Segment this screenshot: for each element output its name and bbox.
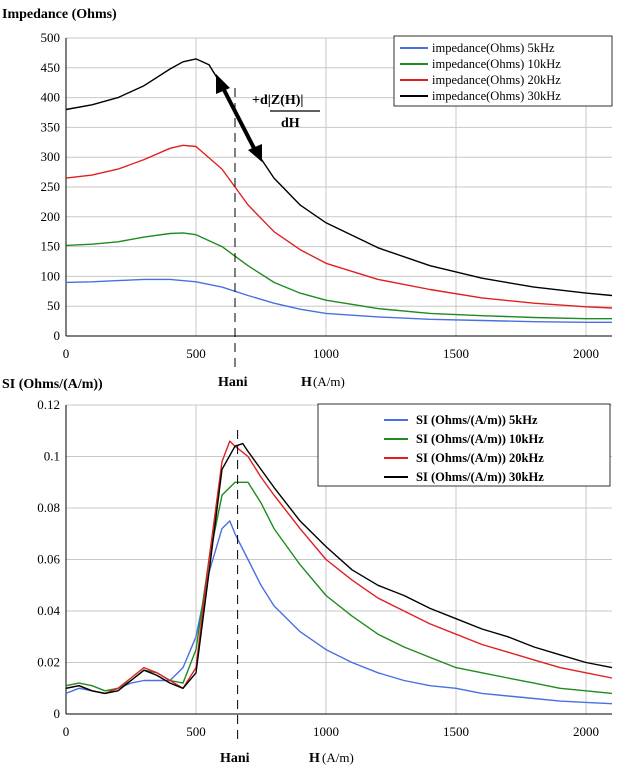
legend-label: SI (Ohms/(A/m)) 10kHz	[416, 432, 544, 446]
impedance-chart: Impedance (Ohms) 0 50 100 150 200 250 300 350 40…	[2, 7, 613, 390]
legend-label: SI (Ohms/(A/m)) 20kHz	[416, 451, 544, 465]
series-line	[65, 278, 612, 323]
series-line	[65, 144, 613, 309]
derivative-annotation: +d|Z(H)| dH	[216, 74, 320, 162]
y-tick-label: 50	[47, 298, 60, 313]
y-tick-label: 0.02	[37, 655, 60, 670]
y-tick-label: 0	[54, 706, 61, 721]
si-hani-label: Hani	[220, 751, 250, 766]
arrow-head-up-icon	[216, 74, 230, 94]
annotation-denominator: dH	[281, 116, 300, 131]
si-x-label: H	[309, 751, 320, 766]
impedance-x-unit: (A/m)	[313, 374, 345, 389]
y-tick-label: 200	[41, 209, 61, 224]
y-tick-label: 450	[41, 60, 61, 75]
impedance-y-ticks: 0 50 100 150 200 250 300 350 400 450 500	[41, 30, 61, 343]
series-line	[65, 520, 613, 705]
y-tick-label: 500	[41, 30, 61, 45]
series-line	[65, 440, 613, 695]
legend-label: impedance(Ohms) 5kHz	[432, 41, 555, 55]
y-tick-label: 0	[54, 328, 61, 343]
series-line	[65, 232, 612, 320]
y-tick-label: 300	[41, 149, 61, 164]
y-tick-label: 250	[41, 179, 61, 194]
x-tick-label: 0	[63, 346, 70, 361]
impedance-x-ticks: 0 500 1000 1500 2000	[63, 346, 599, 361]
impedance-legend: impedance(Ohms) 5kHz impedance(Ohms) 10kH…	[393, 35, 613, 107]
legend-label: SI (Ohms/(A/m)) 5kHz	[416, 413, 538, 427]
y-tick-label: 0.04	[37, 603, 60, 618]
y-tick-label: 150	[41, 239, 61, 254]
impedance-hani-label: Hani	[218, 375, 248, 390]
legend-label: SI (Ohms/(A/m)) 30kHz	[416, 470, 544, 484]
y-tick-label: 350	[41, 119, 61, 134]
legend-label: impedance(Ohms) 10kHz	[432, 57, 561, 71]
si-x-unit: (A/m)	[322, 750, 354, 765]
series-line	[65, 481, 613, 695]
x-tick-label: 0	[63, 724, 70, 739]
x-tick-label: 1500	[443, 724, 469, 739]
x-tick-label: 1500	[443, 346, 469, 361]
x-tick-label: 500	[186, 346, 206, 361]
si-chart: SI (Ohms/(A/m)) 0 0.02 0.04 0.06 0.08 0.1 0.12…	[2, 377, 613, 766]
impedance-gridlines	[65, 37, 612, 337]
annotation-numerator: +d|Z(H)|	[252, 93, 303, 108]
x-tick-label: 2000	[573, 724, 599, 739]
y-tick-label: 400	[41, 90, 61, 105]
y-tick-label: 0.08	[37, 500, 60, 515]
series-line	[65, 442, 613, 695]
y-tick-label: 100	[41, 268, 61, 283]
x-tick-label: 2000	[573, 346, 599, 361]
impedance-x-label: H	[301, 375, 312, 390]
si-y-ticks: 0 0.02 0.04 0.06 0.08 0.1 0.12	[37, 397, 60, 721]
legend-label: impedance(Ohms) 30kHz	[432, 89, 561, 103]
x-tick-label: 1000	[313, 724, 339, 739]
y-tick-label: 0.06	[37, 552, 60, 567]
si-legend: SI (Ohms/(A/m)) 5kHz SI (Ohms/(A/m)) 10kH…	[317, 403, 611, 487]
legend-label: impedance(Ohms) 20kHz	[432, 73, 561, 87]
si-x-ticks: 0 500 1000 1500 2000	[63, 724, 599, 739]
y-tick-label: 0.12	[37, 397, 60, 412]
arrow-head-down-icon	[248, 144, 262, 162]
x-tick-label: 500	[186, 724, 206, 739]
x-tick-label: 1000	[313, 346, 339, 361]
si-series	[65, 440, 613, 705]
si-chart-title: SI (Ohms/(A/m))	[2, 377, 103, 392]
impedance-chart-title: Impedance (Ohms)	[2, 7, 117, 22]
y-tick-label: 0.1	[44, 449, 60, 464]
